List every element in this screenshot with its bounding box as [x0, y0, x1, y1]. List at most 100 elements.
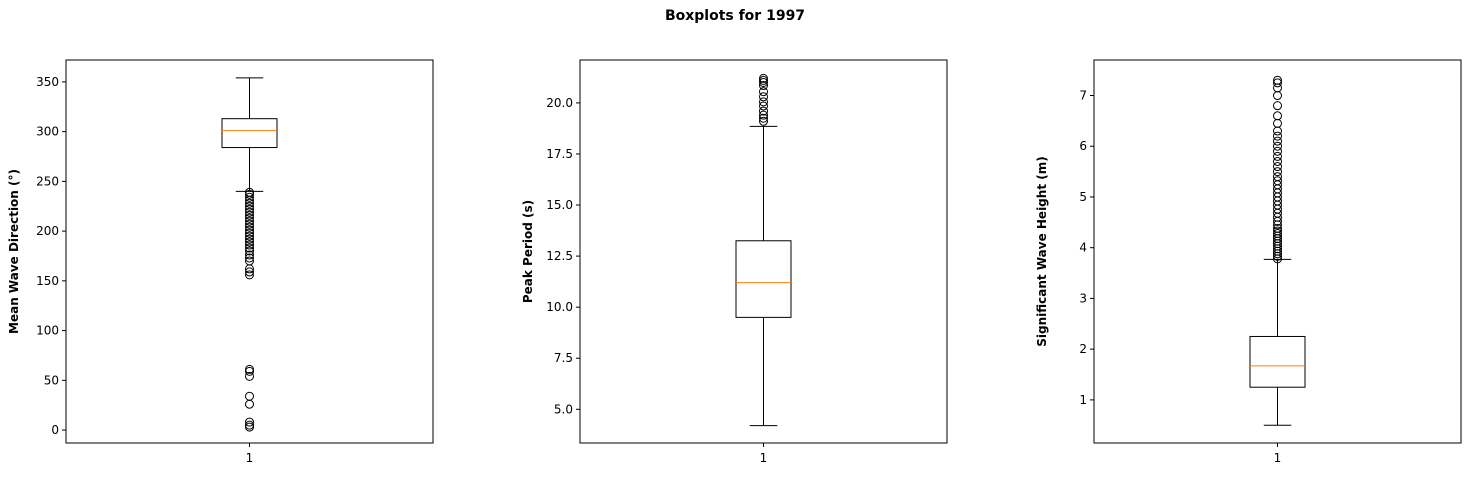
boxplot-panel-1: 0 50 100 150 200 250 300 350 1 Mean Wave Directio…: [7, 59, 434, 465]
outlier-point: [245, 399, 254, 409]
y-tick-label: 6: [1079, 139, 1087, 153]
outlier-point: [245, 420, 254, 430]
outlier-point: [759, 87, 768, 97]
outlier-point: [245, 201, 254, 211]
y-tick-label: 15.0: [546, 198, 573, 212]
outlier-point: [759, 73, 768, 83]
boxplot-panel-3: 1 2 3 4 5 6 7 1 Significant Wave Height (m): [1035, 59, 1462, 465]
outlier-point: [759, 113, 768, 123]
y-tick-label: 5.0: [554, 402, 573, 416]
y-tick-label: 4: [1079, 241, 1087, 255]
outlier-point: [759, 110, 768, 120]
outlier-point: [245, 270, 254, 280]
x-tick-label: 1: [246, 451, 254, 465]
outlier-point: [245, 366, 254, 376]
outlier-point: [245, 391, 254, 401]
y-tick-label: 300: [36, 125, 59, 139]
outlier-point: [1273, 126, 1282, 136]
y-tick-label: 250: [36, 174, 59, 188]
outlier-point: [245, 207, 254, 217]
outlier-point: [759, 75, 768, 85]
outlier-point: [1273, 228, 1282, 238]
y-tick-label: 1: [1079, 393, 1087, 407]
outlier-point: [1273, 75, 1282, 85]
outlier-point: [1273, 101, 1282, 111]
outlier-point: [245, 256, 254, 266]
y-tick-label: 7.5: [554, 351, 573, 365]
y-tick-label: 7: [1079, 89, 1087, 103]
y-tick-label: 2: [1079, 342, 1087, 356]
y-tick-label: 17.5: [546, 147, 573, 161]
outlier-point: [245, 253, 254, 263]
outlier-point: [245, 246, 254, 256]
y-tick-label: 0: [51, 423, 59, 437]
iqr-box: [221, 118, 278, 149]
outlier-point: [245, 210, 254, 220]
y-axis-label: Mean Wave Direction (°): [7, 169, 21, 334]
outlier-point: [245, 240, 254, 250]
outlier-point: [245, 219, 254, 229]
y-tick-label: 20.0: [546, 96, 573, 110]
iqr-box: [735, 240, 792, 318]
outlier-point: [1273, 141, 1282, 151]
outlier-point: [245, 243, 254, 253]
figure-title: Boxplots for 1997: [664, 8, 806, 24]
outlier-point: [759, 81, 768, 91]
outlier-point: [245, 417, 254, 427]
outlier-point: [1273, 91, 1282, 101]
outlier-point: [245, 228, 254, 238]
y-tick-label: 10.0: [546, 300, 573, 314]
outlier-point: [1273, 223, 1282, 233]
y-axis-label: Significant Wave Height (m): [1035, 156, 1049, 346]
outlier-point: [759, 106, 768, 116]
outlier-point: [1273, 136, 1282, 146]
y-tick-label: 350: [36, 75, 59, 89]
outlier-point: [245, 204, 254, 214]
axes-frame: [1093, 59, 1462, 444]
y-tick-label: 50: [44, 373, 59, 387]
y-tick-label: 200: [36, 224, 59, 238]
outlier-point: [245, 213, 254, 223]
outlier-point: [245, 371, 254, 381]
outlier-point: [1273, 176, 1282, 186]
boxplot-panel-2: 5.0 7.5 10.0 12.5 15.0 17.5 20.0 1 Peak Period (…: [521, 59, 948, 465]
y-tick-label: 12.5: [546, 249, 573, 263]
outlier-point: [1273, 167, 1282, 177]
outlier-point: [245, 192, 254, 202]
y-tick-label: 100: [36, 324, 59, 338]
outlier-point: [1273, 151, 1282, 161]
outlier-point: [759, 97, 768, 107]
outlier-point: [1273, 146, 1282, 156]
outlier-point: [245, 198, 254, 208]
outlier-point: [1273, 156, 1282, 166]
outlier-point: [1273, 131, 1282, 141]
outlier-point: [245, 222, 254, 232]
x-tick-label: 1: [1274, 451, 1282, 465]
iqr-box: [1249, 335, 1306, 388]
outlier-point: [245, 216, 254, 226]
outlier-point: [759, 92, 768, 102]
outlier-point: [759, 101, 768, 111]
outlier-point: [1273, 172, 1282, 182]
outlier-point: [245, 237, 254, 247]
y-tick-label: 3: [1079, 291, 1087, 305]
outlier-point: [245, 250, 254, 260]
outlier-point: [1273, 226, 1282, 236]
y-tick-label: 5: [1079, 190, 1087, 204]
outlier-point: [1273, 118, 1282, 128]
outlier-point: [759, 116, 768, 126]
outlier-point: [245, 234, 254, 244]
x-tick-label: 1: [760, 451, 768, 465]
outlier-point: [1273, 78, 1282, 88]
y-axis-label: Peak Period (s): [521, 200, 535, 303]
outlier-point: [245, 267, 254, 277]
outlier-point: [245, 231, 254, 241]
y-tick-label: 150: [36, 274, 59, 288]
outlier-point: [245, 225, 254, 235]
outlier-point: [1273, 111, 1282, 121]
outlier-point: [245, 187, 254, 197]
outlier-point: [1273, 162, 1282, 172]
outlier-point: [245, 364, 254, 374]
